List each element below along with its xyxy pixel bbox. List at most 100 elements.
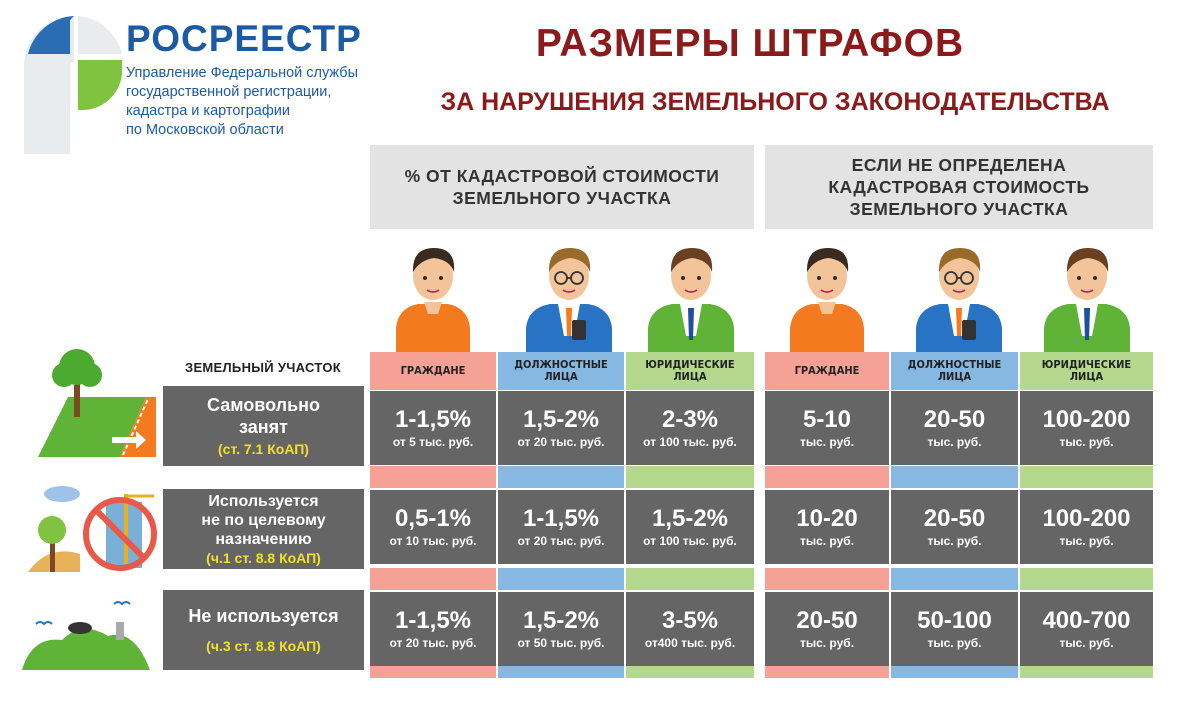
fine-cell: 1,5-2% от 20 тыс. руб. [498, 391, 624, 465]
fine-unit: тыс. руб. [927, 636, 982, 650]
fine-cell: 20-50 тыс. руб. [891, 490, 1018, 564]
land-plot-label: ЗЕМЕЛЬНЫЙ УЧАСТОК [185, 360, 341, 375]
fine-amount: 100-200 [1042, 505, 1131, 532]
legal-entity-person-icon [648, 248, 734, 354]
fine-amount: 20-50 [923, 406, 986, 433]
fine-unit: от 10 тыс. руб. [389, 534, 477, 548]
column-color-bar [626, 466, 754, 488]
violation-label-misuse: Используется не по целевому назначению (… [163, 489, 364, 569]
column-color-bar [891, 666, 1018, 678]
fine-unit: от 5 тыс. руб. [392, 435, 474, 449]
citizen-person-icon [790, 248, 864, 354]
column-color-bar [891, 466, 1018, 488]
fine-unit: от 100 тыс. руб. [643, 534, 737, 548]
fine-amount: 20-50 [796, 607, 858, 634]
column-color-bar [626, 666, 754, 678]
group-header-line: ЗЕМЕЛЬНОГО УЧАСТКА [452, 188, 672, 208]
misuse-prohibited-icon [28, 486, 157, 572]
fine-unit: тыс. руб. [927, 435, 982, 449]
fine-amount: 3-5% [661, 607, 719, 634]
fine-amount: 2-3% [661, 406, 719, 433]
org-desc-line: Управление Федеральной службы [126, 65, 358, 81]
group-header-line: КАДАСТРОВАЯ СТОИМОСТЬ [828, 177, 1090, 197]
fine-unit: тыс. руб. [799, 534, 855, 548]
law-reference: (ст. 7.1 КоАП) [218, 441, 309, 457]
org-description: Управление Федеральной службы государств… [126, 64, 396, 140]
column-header-line: ЮРИДИЧЕСКИЕ [1041, 358, 1132, 371]
citizen-person-icon [396, 248, 470, 354]
column-color-bar [891, 568, 1018, 590]
column-color-bar [626, 568, 754, 590]
group-header-line: % ОТ КАДАСТРОВОЙ СТОИМОСТИ [404, 166, 720, 186]
column-header-line: ЛИЦА [544, 370, 578, 383]
column-color-bar [498, 466, 624, 488]
column-header-line: ЛИЦА [673, 370, 707, 383]
column-color-bar [370, 666, 496, 678]
fine-amount: 100-200 [1042, 406, 1131, 433]
column-header-line: ДОЛЖНОСТНЫЕ [514, 358, 608, 371]
fine-unit: от 100 тыс. руб. [643, 435, 737, 449]
fine-unit: тыс. руб. [927, 534, 982, 548]
column-header-citizens: ГРАЖДАНЕ [370, 352, 496, 390]
fine-cell: 400-700 тыс. руб. [1020, 592, 1153, 666]
fine-amount: 5-10 [802, 406, 852, 433]
column-color-bar [765, 568, 889, 590]
fine-amount: 400-700 [1042, 607, 1131, 634]
fine-unit: от 50 тыс. руб. [517, 636, 605, 650]
fine-cell: 5-10 тыс. руб. [765, 391, 889, 465]
column-header-officials: ДОЛЖНОСТНЫЕ ЛИЦА [891, 352, 1018, 390]
official-person-icon [526, 248, 612, 354]
column-header-officials: ДОЛЖНОСТНЫЕ ЛИЦА [498, 352, 624, 390]
fine-cell: 50-100 тыс. руб. [891, 592, 1018, 666]
fine-unit: от 20 тыс. руб. [389, 636, 477, 650]
law-reference: (ч.3 ст. 8.8 КоАП) [206, 638, 321, 654]
column-header-line: ЮРИДИЧЕСКИЕ [645, 358, 735, 371]
group-header-percent: % ОТ КАДАСТРОВОЙ СТОИМОСТИ ЗЕМЕЛЬНОГО УЧ… [370, 145, 754, 229]
org-name: РОСРЕЕСТР [126, 18, 362, 59]
fine-unit: тыс. руб. [1059, 534, 1114, 548]
fine-amount: 1,5-2% [522, 406, 600, 433]
column-header-line: ДОЛЖНОСТНЫЕ [907, 358, 1002, 371]
column-color-bar [498, 568, 624, 590]
column-header-line: ЛИЦА [1069, 370, 1104, 383]
column-color-bar [765, 466, 889, 488]
fine-amount: 1,5-2% [651, 505, 729, 532]
violation-text: не по целевому [201, 511, 326, 529]
column-header-line: ЛИЦА [937, 370, 972, 383]
fine-amount: 1-1,5% [394, 406, 472, 433]
fine-unit: от400 тыс. руб. [644, 636, 736, 650]
column-header-line: ГРАЖДАНЕ [400, 364, 466, 377]
violation-text: Используется [208, 492, 319, 510]
column-color-bar [765, 666, 889, 678]
column-color-bar [1020, 466, 1153, 488]
column-color-bar [370, 568, 496, 590]
group-header-line: ЗЕМЕЛЬНОГО УЧАСТКА [849, 199, 1069, 219]
fine-amount: 1-1,5% [522, 505, 600, 532]
fine-amount: 1,5-2% [522, 607, 600, 634]
fine-amount: 20-50 [923, 505, 986, 532]
fine-cell: 1-1,5% от 5 тыс. руб. [370, 391, 496, 465]
fine-amount: 1-1,5% [394, 607, 472, 634]
group-header-line: ЕСЛИ НЕ ОПРЕДЕЛЕНА [851, 155, 1067, 175]
fine-unit: от 20 тыс. руб. [517, 534, 605, 548]
violation-text: Самовольно [206, 395, 321, 415]
fine-cell: 20-50 тыс. руб. [891, 391, 1018, 465]
fine-cell: 20-50 тыс. руб. [765, 592, 889, 666]
fine-amount: 10-20 [796, 505, 858, 532]
fine-cell: 2-3% от 100 тыс. руб. [626, 391, 754, 465]
page-subtitle: ЗА НАРУШЕНИЯ ЗЕМЕЛЬНОГО ЗАКОНОДАТЕЛЬСТВА [440, 88, 1110, 116]
fine-cell: 10-20 тыс. руб. [765, 490, 889, 564]
column-header-line: ГРАЖДАНЕ [794, 364, 860, 377]
fine-cell: 1,5-2% от 100 тыс. руб. [626, 490, 754, 564]
column-color-bar [370, 466, 496, 488]
rosreestr-logo-icon [24, 16, 122, 154]
page-title: РАЗМЕРЫ ШТРАФОВ [535, 22, 965, 65]
column-header-legal-entities: ЮРИДИЧЕСКИЕ ЛИЦА [626, 352, 754, 390]
violation-label-unused: Не используется (ч.3 ст. 8.8 КоАП) [163, 590, 364, 670]
column-color-bar [1020, 666, 1153, 678]
violation-text: назначению [215, 530, 312, 548]
abandoned-land-icon [22, 601, 150, 670]
fine-unit: тыс. руб. [1059, 435, 1114, 449]
org-desc-line: по Московской области [126, 122, 284, 138]
column-header-legal-entities: ЮРИДИЧЕСКИЕ ЛИЦА [1020, 352, 1153, 390]
